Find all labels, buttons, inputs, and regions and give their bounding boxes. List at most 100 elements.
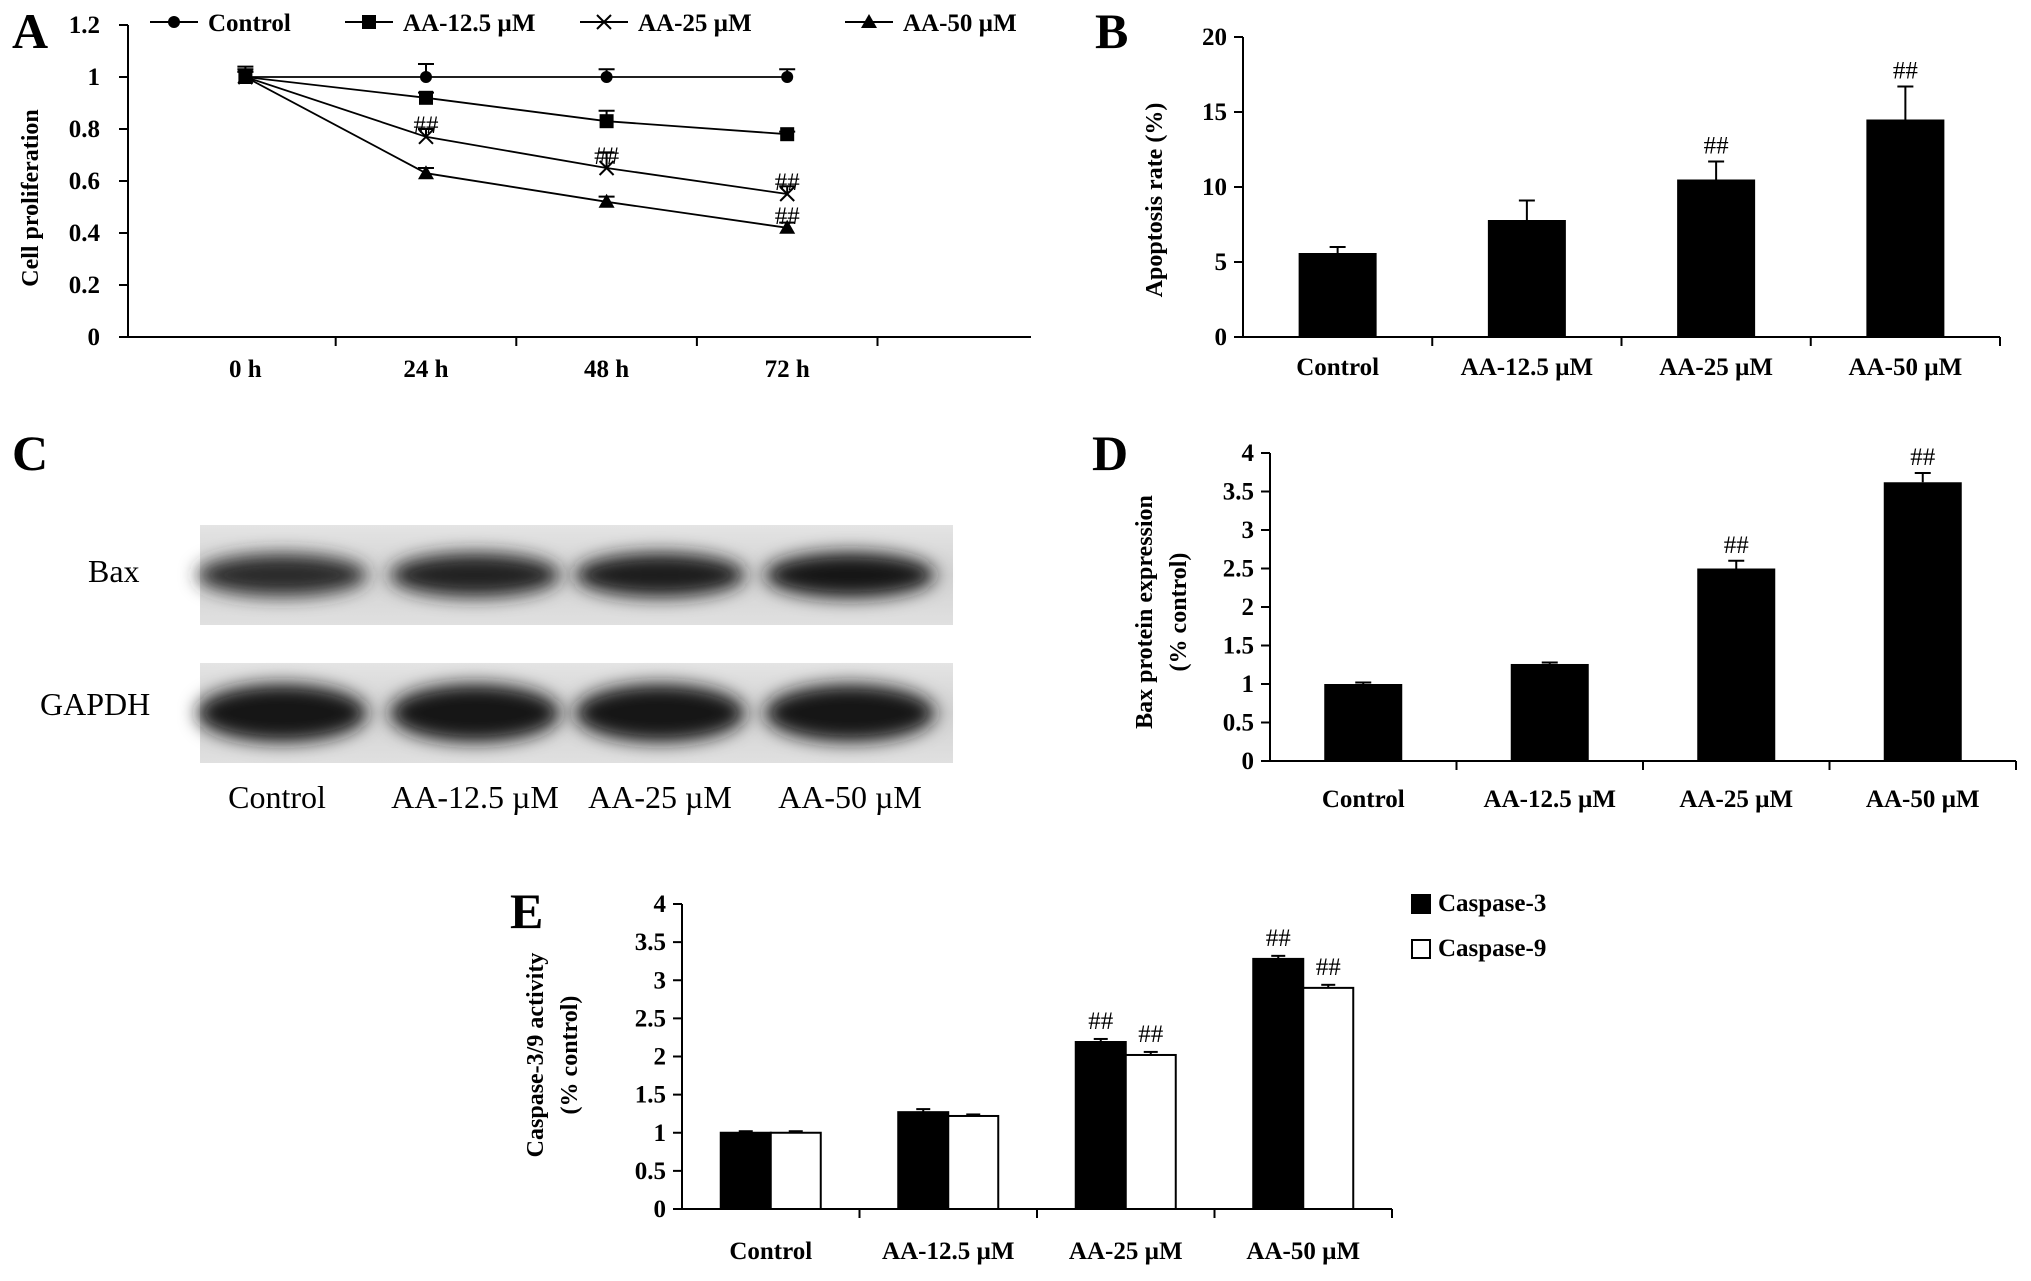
panel-a-letter: A bbox=[12, 3, 48, 59]
panel-a-significance-label: ## bbox=[775, 203, 801, 230]
panel-b-x-tick-label: Control bbox=[1296, 354, 1379, 381]
panel-a-data-point bbox=[600, 71, 613, 83]
panel-a-y-tick-label: 0.4 bbox=[69, 220, 101, 247]
panel-d-y-tick-label: 2.5 bbox=[1223, 556, 1254, 583]
panel-b-significance-label: ## bbox=[1893, 58, 1919, 85]
panel-a-series-line bbox=[244, 76, 788, 229]
panel-a-legend-marker bbox=[168, 16, 180, 28]
panel-a-significance-label: ## bbox=[413, 112, 439, 139]
blot-band-bax bbox=[390, 553, 560, 597]
panel-e-legend: Caspase-3 Caspase-9 bbox=[1411, 890, 1546, 962]
panel-a-legend-marker bbox=[596, 14, 612, 30]
panel-a-plot-area: ## ## ## ## bbox=[237, 63, 801, 234]
panel-b-axes: 0 5 10 15 20 Control AA-12.5 µM AA-25 µM AA-50 µ… bbox=[1202, 24, 2001, 381]
panel-a-series-line bbox=[245, 76, 788, 136]
panel-a-x-tick-label: 72 h bbox=[765, 356, 810, 383]
panel-a-y-axis-title: Cell proliferation bbox=[18, 109, 44, 287]
panel-a-data-point bbox=[779, 219, 796, 234]
panel-e-bar bbox=[897, 1111, 950, 1210]
panel-d-axes: 0 0.5 1 1.5 2 2.5 3 3.5 4 Control AA-12.5 µM AA-25 … bbox=[1223, 440, 2017, 813]
panel-d-bar bbox=[1883, 482, 1962, 761]
panel-e-legend-swatch bbox=[1411, 939, 1431, 959]
panel-d-bar-chart: D Bax protein expression (% control) 0 0.… bbox=[1092, 425, 2017, 813]
panel-b-bar bbox=[1298, 253, 1377, 337]
panel-e-x-tick-label: AA-25 µM bbox=[1069, 1238, 1183, 1265]
panel-e-bar bbox=[1252, 957, 1305, 1211]
panel-e-x-tick-label: Control bbox=[729, 1238, 812, 1265]
panel-b-y-tick-label: 10 bbox=[1202, 174, 1227, 201]
panel-e-plot-area: ## ## ## ## bbox=[719, 925, 1355, 1211]
panel-e-significance-label: ## bbox=[1316, 954, 1342, 981]
panel-d-x-tick-label: AA-12.5 µM bbox=[1484, 786, 1616, 813]
panel-a-line-chart: A Control AA-12.5 µM AA-25 µM AA-50 µM Cell… bbox=[12, 3, 1031, 383]
panel-b-y-tick-label: 15 bbox=[1202, 99, 1227, 126]
panel-b-x-tick-label: AA-25 µM bbox=[1659, 354, 1773, 381]
panel-e-legend-label: Caspase-3 bbox=[1438, 890, 1546, 917]
panel-e-y-tick-label: 4 bbox=[654, 891, 667, 918]
panel-e-bar bbox=[1302, 986, 1355, 1210]
panel-b-plot-area: ## ## bbox=[1298, 58, 1945, 337]
panel-b-y-axis-title: Apoptosis rate (%) bbox=[1142, 103, 1168, 298]
panel-d-y-tick-label: 1.5 bbox=[1223, 633, 1254, 660]
panel-e-y-tick-label: 1 bbox=[654, 1120, 667, 1147]
panel-a-axes: 0 0.2 0.4 0.6 0.8 1 1.2 0 h 24 h 48 h 72 h bbox=[69, 12, 1031, 383]
panel-a-data-point bbox=[598, 193, 615, 208]
panel-a-series-line bbox=[245, 76, 788, 195]
panel-d-y-tick-label: 3.5 bbox=[1223, 479, 1254, 506]
panel-e-y-tick-label: 2 bbox=[654, 1044, 667, 1071]
panel-d-x-tick-label: AA-25 µM bbox=[1679, 786, 1793, 813]
panel-c-western-blot: C Bax GAPDH Control AA-12.5 µM AA-25 µM AA-… bbox=[12, 425, 953, 815]
panel-a-y-tick-label: 0.8 bbox=[69, 116, 100, 143]
panel-e-bar bbox=[769, 1131, 822, 1210]
panel-d-y-tick-label: 4 bbox=[1242, 440, 1255, 467]
panel-d-y-tick-label: 2 bbox=[1242, 594, 1255, 621]
panel-e-y-tick-label: 0.5 bbox=[635, 1158, 666, 1185]
blot-lane-label: AA-12.5 µM bbox=[391, 779, 559, 815]
panel-e-y-tick-label: 1.5 bbox=[635, 1082, 666, 1109]
panel-e-bar bbox=[719, 1131, 772, 1210]
panel-a-legend-label: AA-25 µM bbox=[638, 10, 752, 37]
panel-e-axes: 0 0.5 1 1.5 2 2.5 3 3.5 4 Control AA-12.5 µM AA-25 … bbox=[635, 891, 1393, 1265]
panel-a-significance-label: ## bbox=[775, 169, 801, 196]
panel-a-y-tick-label: 1.2 bbox=[69, 12, 100, 39]
panel-b-y-tick-label: 20 bbox=[1202, 24, 1227, 51]
panel-d-bar bbox=[1324, 684, 1403, 761]
panel-a-x-tick-label: 48 h bbox=[584, 356, 629, 383]
panel-e-y-tick-label: 0 bbox=[654, 1196, 667, 1223]
panel-d-significance-label: ## bbox=[1910, 444, 1936, 471]
panel-a-x-tick-label: 24 h bbox=[403, 356, 448, 383]
panel-d-significance-label: ## bbox=[1724, 532, 1750, 559]
panel-b-y-tick-label: 0 bbox=[1215, 324, 1228, 351]
panel-b-bar bbox=[1866, 119, 1945, 337]
panel-e-y-tick-label: 2.5 bbox=[635, 1005, 666, 1032]
panel-d-bar bbox=[1510, 663, 1589, 761]
panel-a-y-tick-label: 0.6 bbox=[69, 168, 100, 195]
blot-lane-label: AA-25 µM bbox=[588, 779, 732, 815]
panel-d-y-tick-label: 0.5 bbox=[1223, 710, 1254, 737]
panel-b-x-tick-label: AA-50 µM bbox=[1849, 354, 1963, 381]
panel-a-y-tick-label: 0 bbox=[88, 324, 101, 351]
panel-e-bar bbox=[1124, 1053, 1177, 1210]
blot-band-gapdh bbox=[197, 684, 367, 742]
panel-d-x-tick-label: Control bbox=[1322, 786, 1405, 813]
panel-a-data-point bbox=[237, 69, 254, 83]
blot-row-label-bax: Bax bbox=[88, 553, 140, 589]
panel-a-legend: Control AA-12.5 µM AA-25 µM AA-50 µM bbox=[150, 10, 1017, 37]
panel-a-data-point bbox=[780, 127, 795, 142]
panel-b-x-tick-label: AA-12.5 µM bbox=[1461, 354, 1593, 381]
panel-e-legend-label: Caspase-9 bbox=[1438, 935, 1546, 962]
panel-b-y-tick-label: 5 bbox=[1215, 249, 1228, 276]
panel-e-y-tick-label: 3.5 bbox=[635, 929, 666, 956]
panel-e-bar bbox=[947, 1114, 1000, 1210]
panel-d-y-axis-title-line-2: (% control) bbox=[1166, 553, 1192, 672]
panel-a-y-tick-label: 1 bbox=[88, 64, 101, 91]
panel-d-y-tick-label: 3 bbox=[1242, 517, 1255, 544]
panel-e-grouped-bar-chart: E Caspase-3/9 activity (% control) 0 0.5 1… bbox=[510, 883, 1546, 1265]
blot-band-bax bbox=[197, 553, 367, 597]
panel-a-legend-label: Control bbox=[208, 10, 291, 37]
blot-band-bax bbox=[575, 552, 745, 598]
panel-b-bar-chart: B Apoptosis rate (%) 0 5 10 15 20 Control AA-1… bbox=[1095, 3, 2001, 381]
blot-band-gapdh bbox=[390, 684, 560, 742]
panel-a-data-point bbox=[419, 71, 432, 83]
